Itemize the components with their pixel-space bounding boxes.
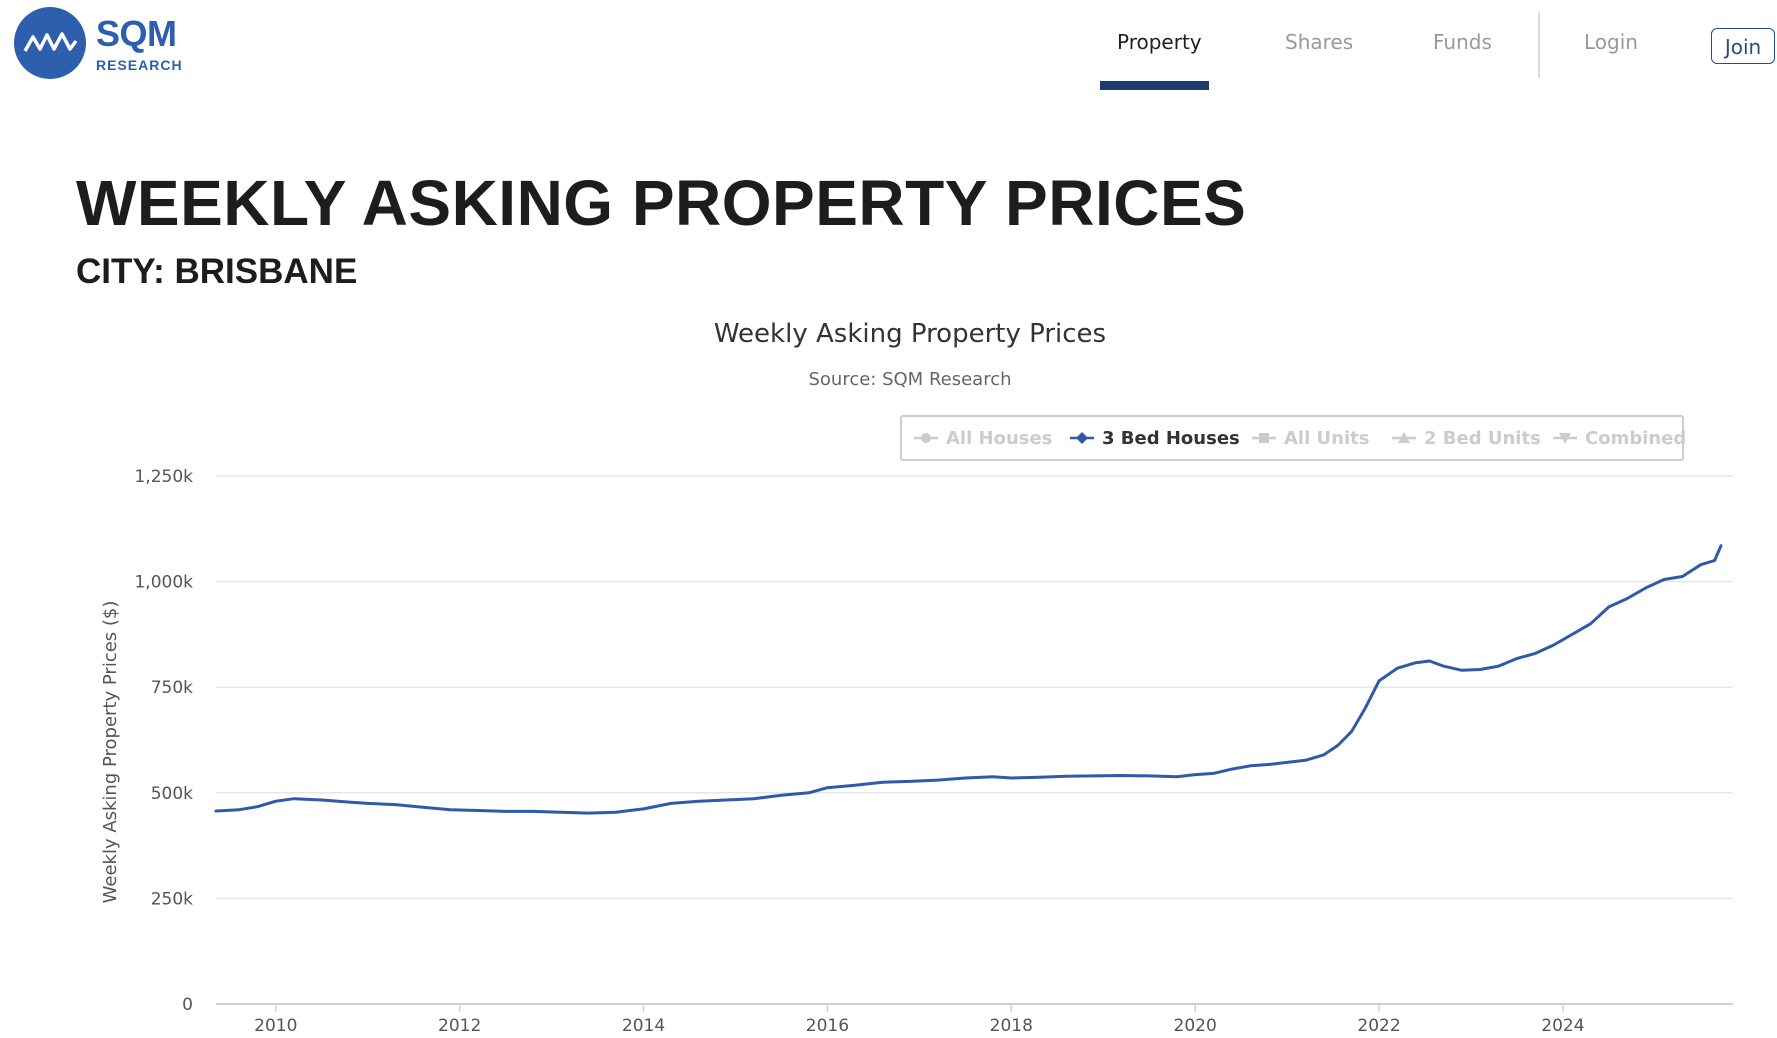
chart-title: Weekly Asking Property Prices [714,319,1106,349]
site-header: SQM RESEARCH Property Shares Funds Login… [0,0,1777,100]
logo-name: SQM [96,13,177,54]
sqm-logo[interactable]: SQM RESEARCH [14,7,184,81]
page-subtitle: CITY: BRISBANE [76,252,358,291]
page-title: WEEKLY ASKING PROPERTY PRICES [76,167,1247,239]
nav-login[interactable]: Login [1584,30,1638,54]
legend-box [900,415,1684,461]
series-line-3-bed-houses[interactable] [214,544,1723,815]
x-axis: 2010 2012 2014 2016 2018 2020 2022 2024 [216,1003,1733,1036]
x-tick-label: 2020 [1174,1016,1217,1036]
nav-funds[interactable]: Funds [1433,30,1492,54]
y-tick-label: 500k [151,784,193,804]
series-group [214,544,1723,815]
logo-subtext: RESEARCH [96,57,183,73]
mountain-icon [23,32,78,52]
y-tick-label: 750k [151,678,193,698]
y-tick-label: 1,000k [134,573,193,593]
y-tick-label: 1,250k [134,467,193,487]
chart-legend: All Houses 3 Bed Houses All Units 2 Bed Uni… [900,415,1686,461]
x-tick-label: 2018 [990,1016,1033,1036]
nav-property[interactable]: Property [1117,30,1202,54]
legend-label: 2 Bed Units [1424,428,1541,449]
nav-divider [1538,12,1540,78]
legend-item-combined[interactable]: Combined [1553,428,1686,449]
legend-marker-triangle-down [1559,433,1571,444]
legend-item-all-units[interactable]: All Units [1252,428,1369,449]
x-tick-label: 2010 [254,1016,297,1036]
nav-active-indicator [1100,81,1209,90]
x-tick-label: 2014 [622,1016,665,1036]
y-axis: 0 250k 500k 750k 1,000k 1,250k [134,467,193,1015]
x-tick-label: 2012 [438,1016,481,1036]
legend-item-all-houses[interactable]: All Houses [914,428,1052,449]
y-tick-label: 0 [182,995,193,1015]
price-chart: Weekly Asking Property Prices Source: SQ… [100,319,1733,1036]
legend-marker-triangle [1398,432,1410,443]
logo-mark [14,7,86,79]
legend-item-3-bed-houses[interactable]: 3 Bed Houses [1070,428,1240,449]
x-tick-label: 2016 [806,1016,849,1036]
chart-subtitle: Source: SQM Research [808,369,1011,390]
legend-label: All Units [1284,428,1369,449]
legend-label: 3 Bed Houses [1102,428,1240,449]
x-tick-label: 2022 [1357,1016,1400,1036]
y-axis-label: Weekly Asking Property Prices ($) [100,601,121,904]
legend-label: All Houses [946,428,1052,449]
legend-item-2-bed-units[interactable]: 2 Bed Units [1392,428,1541,449]
nav-shares[interactable]: Shares [1285,30,1354,54]
join-button[interactable]: Join [1711,28,1775,64]
legend-marker-square [1259,433,1269,443]
legend-label: Combined [1585,428,1686,449]
legend-marker-diamond [1076,432,1088,444]
x-tick-label: 2024 [1541,1016,1584,1036]
legend-marker-circle [921,433,931,443]
grid-lines [216,475,1733,900]
y-tick-label: 250k [151,889,193,909]
